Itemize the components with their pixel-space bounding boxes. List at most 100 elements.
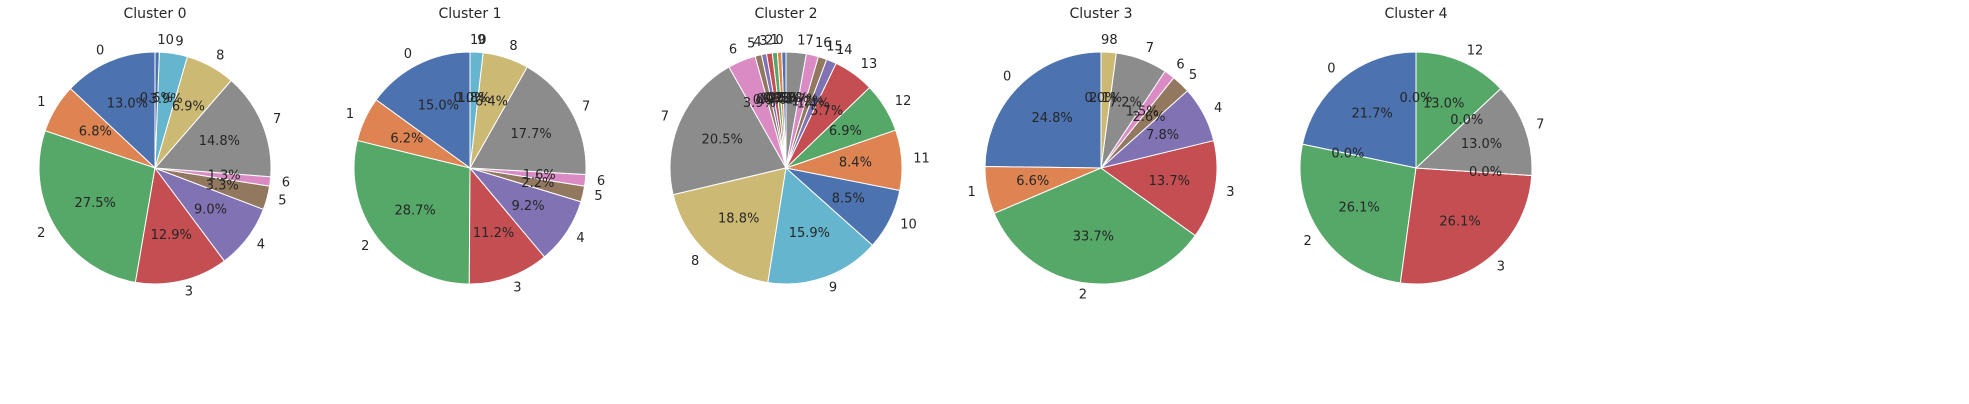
slice-label: 2	[37, 226, 45, 241]
slice-label: 3	[1497, 259, 1505, 274]
slice-label: 9	[477, 33, 485, 48]
slice-percent: 18.8%	[718, 212, 759, 227]
slice-percent: 6.9%	[172, 99, 205, 114]
slice-percent: 1.4%	[797, 96, 830, 111]
slice-percent: 24.8%	[1031, 111, 1072, 126]
slice-label: 4	[1214, 101, 1222, 116]
slice-percent: 33.7%	[1073, 230, 1114, 245]
slice-label: 12	[1467, 43, 1484, 58]
slice-percent: 0.8%	[759, 92, 792, 107]
slice-percent: 1.7%	[785, 93, 818, 108]
slice-percent: 26.1%	[1338, 201, 1379, 216]
slice-label: 7	[273, 112, 281, 127]
chart-title: Cluster 3	[1069, 6, 1132, 22]
slice-label: 7	[1146, 41, 1154, 56]
slice-label: 8	[1109, 33, 1117, 48]
slice-percent: 7.2%	[1109, 95, 1142, 110]
slice-label: 11	[913, 152, 930, 167]
slice-label: 8	[509, 39, 517, 54]
slice-label: 5	[594, 189, 602, 204]
slice-label: 1	[771, 33, 779, 48]
slice-percent: 3.9%	[150, 92, 183, 107]
slice-percent: 20.5%	[702, 133, 743, 148]
slice-percent: 2.6%	[1132, 110, 1165, 125]
slice-label: 2	[1303, 234, 1311, 249]
slice-label: 9	[829, 281, 837, 296]
pie-slice	[353, 139, 471, 285]
slice-label: 5	[1189, 68, 1197, 83]
slice-label: 17	[797, 33, 814, 48]
slice-percent: 26.1%	[1439, 214, 1480, 229]
slice-percent: 0.6%	[768, 91, 801, 106]
slice-label: 1	[37, 95, 45, 110]
slice-percent: 6.4%	[475, 94, 508, 109]
pie-slice	[154, 51, 160, 169]
slice-percent: 3.3%	[206, 178, 239, 193]
slice-percent: 13.0%	[1423, 97, 1464, 112]
slice-percent: 7.8%	[1146, 128, 1179, 143]
slice-label: 0	[404, 47, 412, 62]
slice-label: 8	[691, 254, 699, 269]
pie-slice	[1099, 139, 1218, 237]
slice-label: 3	[1226, 185, 1234, 200]
slice-percent: 11.2%	[473, 226, 514, 241]
slice-percent: 0.0%	[453, 91, 486, 106]
slice-percent: 21.7%	[1351, 106, 1392, 121]
slice-percent: 0.0%	[1084, 91, 1117, 106]
slice-label: 3	[185, 285, 193, 300]
slice-percent: 6.2%	[390, 131, 423, 146]
slice-label: 7	[1536, 117, 1544, 132]
pie-slice	[1299, 143, 1417, 284]
slice-label: 5	[278, 193, 286, 208]
slice-percent: 13.7%	[1149, 174, 1190, 189]
slice-label: 7	[661, 109, 669, 124]
slice-label: 5	[747, 37, 755, 52]
slice-percent: 12.9%	[151, 228, 192, 243]
slice-percent: 13.0%	[1461, 137, 1502, 152]
slice-percent: 9.2%	[512, 199, 545, 214]
slice-percent: 5.7%	[810, 104, 843, 119]
pie-slice	[375, 51, 471, 169]
slice-percent: 6.6%	[1016, 174, 1049, 189]
pie-slice	[153, 79, 272, 178]
slice-label: 0	[1003, 70, 1011, 85]
slice-percent: 28.7%	[394, 203, 435, 218]
pie-slice	[468, 166, 546, 285]
slice-label: 13	[861, 57, 878, 72]
pie-slice	[38, 130, 156, 283]
slice-percent: 0.7%	[756, 92, 789, 107]
slice-label: 14	[836, 43, 853, 58]
slice-percent: 1.8%	[457, 91, 490, 106]
slice-percent: 27.5%	[75, 196, 116, 211]
slice-percent: 0.6%	[766, 91, 799, 106]
slice-percent: 1.6%	[523, 168, 556, 183]
slice-label: 1	[346, 107, 354, 122]
slice-percent: 2.2%	[521, 176, 554, 191]
slice-percent: 13.0%	[107, 97, 148, 112]
pie-slice	[984, 51, 1102, 169]
slice-percent: 9.0%	[194, 202, 227, 217]
slice-label: 3	[513, 281, 521, 296]
slice-label: 6	[597, 174, 605, 189]
slice-percent: 6.8%	[79, 125, 112, 140]
slice-label: 6	[729, 43, 737, 58]
slice-label: 6	[1176, 58, 1184, 73]
slice-percent: 0.0%	[1331, 146, 1364, 161]
slice-label: 2	[1079, 287, 1087, 302]
slice-label: 9	[175, 35, 183, 50]
slice-label: 8	[216, 48, 224, 63]
pie-slice	[469, 66, 587, 176]
chart-title: Cluster 1	[438, 6, 501, 22]
slice-label: 9	[1101, 33, 1109, 48]
slice-label: 16	[815, 36, 832, 51]
slice-percent: 17.7%	[510, 127, 551, 142]
slice-label: 6	[282, 175, 290, 190]
chart-title: Cluster 2	[754, 6, 817, 22]
slice-label: 10	[470, 33, 487, 48]
slice-label: 10	[900, 217, 917, 232]
slice-label: 4	[576, 231, 584, 246]
pie-slice	[69, 51, 156, 170]
slice-label: 4	[257, 237, 265, 252]
pie-slice	[993, 167, 1196, 285]
